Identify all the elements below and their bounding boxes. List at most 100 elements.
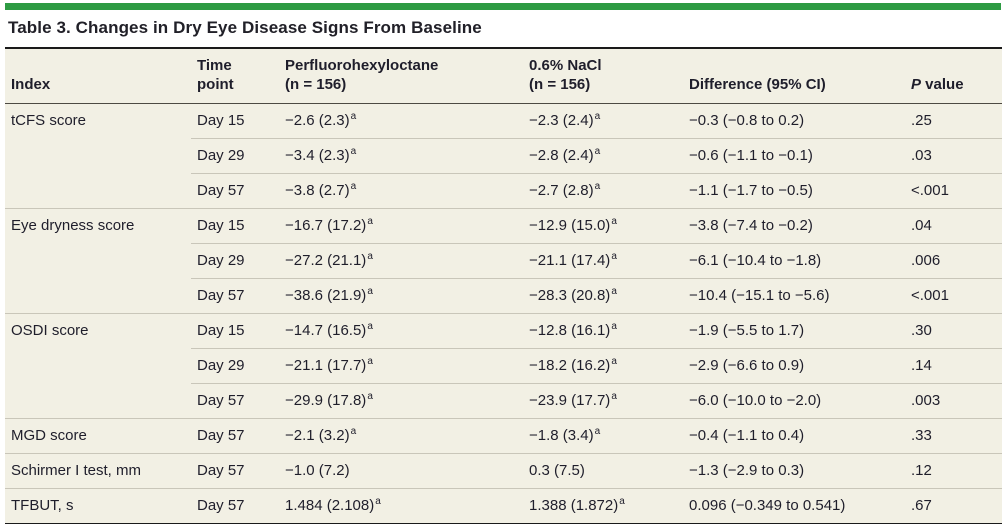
- cell-index: Eye dryness score: [5, 208, 191, 244]
- cell-time: Day 57: [191, 418, 279, 454]
- footnote-marker: a: [367, 216, 373, 227]
- cell-pfho: −21.1 (17.7)a: [279, 348, 523, 384]
- footnote-marker: a: [367, 286, 373, 297]
- footnote-marker: a: [350, 426, 357, 437]
- cell-diff: −3.8 (−7.4 to −0.2): [683, 208, 905, 244]
- column-header-time: Time point: [191, 48, 279, 104]
- cell-p: <.001: [905, 278, 1002, 314]
- cell-diff: −10.4 (−15.1 to −5.6): [683, 278, 905, 314]
- footnote-marker: a: [611, 356, 617, 367]
- cell-index: [5, 244, 191, 279]
- cell-nacl: −2.7 (2.8)a: [523, 173, 683, 209]
- cell-p: .33: [905, 418, 1002, 454]
- cell-diff: −0.6 (−1.1 to −0.1): [683, 138, 905, 174]
- footnote-marker: a: [594, 181, 601, 192]
- cell-p: .12: [905, 453, 1002, 489]
- cell-time: Day 15: [197, 112, 245, 129]
- cell-p: .003: [905, 383, 1002, 419]
- cell-diff: −2.9 (−6.6 to 0.9): [683, 348, 905, 384]
- cell-pfho: −27.2 (21.1)a: [279, 243, 523, 279]
- footnote-marker: a: [619, 496, 625, 507]
- footnote-marker: a: [350, 146, 357, 157]
- table-row: Day 29 −3.4 (2.3)a −2.8 (2.4)a −0.6 (−1.1 t…: [5, 138, 1002, 174]
- cell-index: tCFS score: [11, 112, 87, 130]
- cell-pfho: −2.6 (2.3)a: [285, 111, 357, 130]
- cell-time: Day 29: [191, 348, 279, 384]
- table-row: TFBUT, s Day 57 1.484 (2.108)a 1.388 (1.872…: [5, 488, 1002, 524]
- cell-time: Day 15: [191, 313, 279, 349]
- table-row: Day 57 −3.8 (2.7)a −2.7 (2.8)a −1.1 (−1.7 t…: [5, 173, 1002, 209]
- table-accent-bar: [5, 3, 1001, 10]
- cell-index: [5, 174, 191, 209]
- cell-pfho: −14.7 (16.5)a: [279, 313, 523, 349]
- cell-time: Day 57: [191, 383, 279, 419]
- table-row: tCFS score Day 15 −2.6 (2.3)a −2.3 (2.4)a −0…: [5, 104, 1002, 139]
- cell-pfho: −3.4 (2.3)a: [279, 138, 523, 174]
- footnote-marker: a: [611, 321, 617, 332]
- cell-nacl: 1.388 (1.872)a: [523, 488, 683, 524]
- table-row: Day 57 −38.6 (21.9)a −28.3 (20.8)a −10.4 (−…: [5, 278, 1002, 314]
- cell-diff: 0.096 (−0.349 to 0.541): [683, 488, 905, 524]
- cell-nacl: −2.3 (2.4)a: [529, 111, 601, 130]
- cell-pfho: −29.9 (17.8)a: [279, 383, 523, 419]
- footnote-marker: a: [611, 391, 617, 402]
- cell-index: TFBUT, s: [5, 488, 191, 524]
- cell-diff: −0.3 (−0.8 to 0.2): [689, 112, 805, 129]
- cell-p: .30: [905, 313, 1002, 349]
- footnote-marker: a: [375, 496, 381, 507]
- cell-p: .67: [905, 488, 1002, 524]
- cell-index: [5, 384, 191, 419]
- footnote-marker: a: [594, 146, 601, 157]
- table-row: OSDI score Day 15 −14.7 (16.5)a −12.8 (16.1…: [5, 313, 1002, 349]
- cell-index: [5, 139, 191, 174]
- column-header-pfho: Perfluorohexyloctane (n = 156): [279, 48, 523, 104]
- footnote-marker: a: [611, 251, 617, 262]
- cell-nacl: −21.1 (17.4)a: [523, 243, 683, 279]
- footnote-marker: a: [367, 251, 373, 262]
- cell-index: [5, 349, 191, 384]
- cell-pfho: −16.7 (17.2)a: [279, 208, 523, 244]
- cell-nacl: −23.9 (17.7)a: [523, 383, 683, 419]
- cell-p: .04: [905, 208, 1002, 244]
- cell-time: Day 57: [191, 173, 279, 209]
- cell-p: <.001: [905, 173, 1002, 209]
- table-row: Schirmer I test, mm Day 57 −1.0 (7.2) 0.3 (…: [5, 453, 1002, 489]
- footnote-marker: a: [594, 426, 601, 437]
- cell-p: .006: [905, 243, 1002, 279]
- cell-time: Day 57: [191, 453, 279, 489]
- cell-time: Day 57: [191, 488, 279, 524]
- table-row: Eye dryness score Day 15 −16.7 (17.2)a −12.…: [5, 208, 1002, 244]
- cell-diff: −1.1 (−1.7 to −0.5): [683, 173, 905, 209]
- footnote-marker: a: [367, 391, 373, 402]
- cell-diff: −1.3 (−2.9 to 0.3): [683, 453, 905, 489]
- cell-pfho: 1.484 (2.108)a: [279, 488, 523, 524]
- cell-diff: −6.0 (−10.0 to −2.0): [683, 383, 905, 419]
- cell-diff: −6.1 (−10.4 to −1.8): [683, 243, 905, 279]
- cell-index: Schirmer I test, mm: [5, 453, 191, 489]
- table-row: Day 57 −29.9 (17.8)a −23.9 (17.7)a −6.0 (−1…: [5, 383, 1002, 419]
- cell-pfho: −38.6 (21.9)a: [279, 278, 523, 314]
- column-header-diff: Difference (95% CI): [683, 48, 905, 104]
- cell-time: Day 29: [191, 243, 279, 279]
- cell-pfho: −3.8 (2.7)a: [279, 173, 523, 209]
- footnote-marker: a: [611, 216, 617, 227]
- footnote-marker: a: [594, 111, 601, 122]
- italic-p-label: P: [911, 76, 922, 93]
- header-row: Index Time point Perfluorohexyloctane (n = 1…: [5, 48, 1002, 104]
- cell-nacl: 0.3 (7.5): [523, 453, 683, 489]
- cell-index: [5, 279, 191, 314]
- cell-nacl: −28.3 (20.8)a: [523, 278, 683, 314]
- footnote-marker: a: [611, 286, 617, 297]
- cell-nacl: −18.2 (16.2)a: [523, 348, 683, 384]
- column-header-nacl: 0.6% NaCl (n = 156): [523, 48, 683, 104]
- cell-p: .03: [905, 138, 1002, 174]
- cell-p: .25: [911, 112, 932, 129]
- cell-diff: −1.9 (−5.5 to 1.7): [683, 313, 905, 349]
- footnote-marker: a: [350, 111, 357, 122]
- cell-time: Day 15: [191, 208, 279, 244]
- cell-nacl: −1.8 (3.4)a: [523, 418, 683, 454]
- table-row: Day 29 −21.1 (17.7)a −18.2 (16.2)a −2.9 (−6…: [5, 348, 1002, 384]
- column-header-p: P value: [905, 48, 1002, 104]
- cell-pfho: −1.0 (7.2): [279, 453, 523, 489]
- table-row: Day 29 −27.2 (21.1)a −21.1 (17.4)a −6.1 (−1…: [5, 243, 1002, 279]
